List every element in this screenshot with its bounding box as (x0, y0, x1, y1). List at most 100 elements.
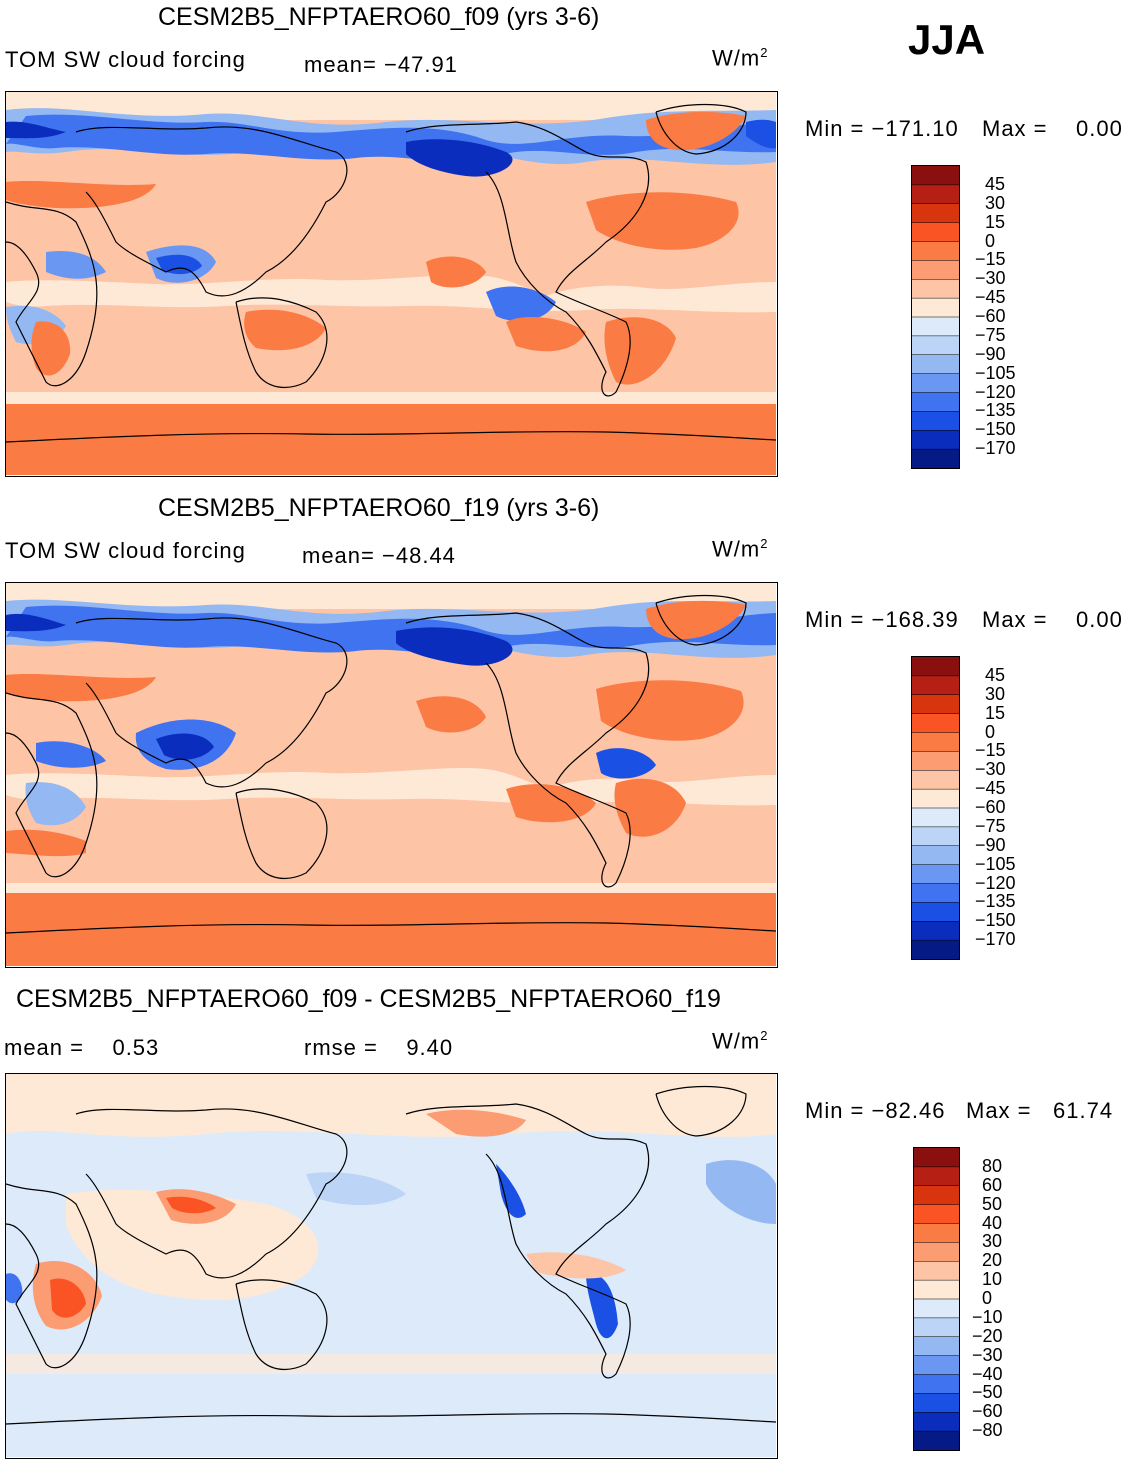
panel1-mean: mean= −47.91 (304, 52, 458, 77)
panel3-colorbar-tick-label: 30 (982, 1231, 1003, 1252)
panel1-colorbar-tick-label: −15 (975, 249, 1006, 270)
panel2-colorbar-tick-label: 30 (985, 683, 1006, 704)
panel3-mean: mean = 0.53 (4, 1035, 160, 1060)
panel2-map (5, 582, 778, 968)
panel1-colorbar-tick-label: −90 (975, 343, 1006, 364)
panel1-colorbar-swatch (912, 317, 959, 337)
season-label: JJA (908, 16, 986, 63)
panel2-colorbar-tick-label: −75 (975, 815, 1006, 836)
panel2-colorbar-swatch (912, 751, 959, 771)
panel2-colorbar-swatch (912, 845, 959, 866)
panel2-colorbar (911, 656, 960, 960)
panel3-colorbar-swatch (914, 1223, 959, 1243)
panel1-title: CESM2B5_NFPTAERO60_f09 (yrs 3-6) (158, 3, 600, 31)
panel3-map-field (6, 1074, 776, 1457)
panel3-colorbar-tick-label: −80 (972, 1420, 1003, 1441)
panel1-colorbar-tick-label: −170 (975, 438, 1016, 459)
panel3-colorbar-swatch (914, 1393, 959, 1413)
panel3-colorbar-swatch (914, 1317, 959, 1338)
panel2-max-value: 0.00 (1076, 607, 1123, 632)
panel3-colorbar-swatch (914, 1431, 959, 1451)
panel1-colorbar-swatch (912, 411, 959, 431)
panel1-max-value: 0.00 (1076, 116, 1123, 141)
panel1-colorbar-tick-label: −105 (975, 362, 1016, 383)
panel1-colorbar-swatches (912, 166, 959, 469)
panel1-colorbar-tick-label: −60 (975, 306, 1006, 326)
panel2-colorbar-swatch (912, 770, 959, 790)
panel3-colorbar-swatch (914, 1166, 959, 1187)
panel2-title: CESM2B5_NFPTAERO60_f19 (yrs 3-6) (158, 494, 600, 522)
panel3-colorbar-tick-label: 60 (982, 1174, 1003, 1195)
panel2-colorbar-swatch (912, 732, 959, 752)
panel3-units: W/m2 (712, 1028, 769, 1054)
panel1-variable-label: TOM SW cloud forcing (5, 47, 246, 72)
panel3-colorbar (913, 1147, 960, 1451)
panel3-colorbar-tick-label: −60 (972, 1401, 1003, 1422)
panel3-colorbar-swatch (914, 1204, 959, 1225)
panel3-colorbar-swatch (914, 1242, 959, 1262)
panel2-colorbar-tick-label: −15 (975, 740, 1006, 761)
panel1-colorbar-tick-label: 0 (985, 230, 996, 251)
panel3-colorbar-swatch (914, 1185, 959, 1206)
panel1-colorbar-swatch (912, 373, 959, 394)
panel3-colorbar-tick-label: −40 (972, 1363, 1003, 1384)
panel1-colorbar-tick-label: −30 (975, 268, 1006, 289)
panel3-colorbar-tick-label: 40 (982, 1212, 1003, 1233)
panel3-colorbar-swatch (914, 1148, 959, 1168)
panel1-colorbar-swatch (912, 279, 959, 299)
panel2-colorbar-swatches (912, 657, 959, 960)
panel2-colorbar-swatch (912, 675, 959, 696)
panel1-colorbar-tick-label: −120 (975, 381, 1016, 402)
panel1-colorbar-swatch (912, 449, 959, 469)
panel2-map-field (6, 583, 776, 966)
panel2-colorbar-tick-label: −135 (975, 891, 1016, 912)
panel1-colorbar-swatch (912, 241, 959, 261)
panel1-colorbar-tick-label: −135 (975, 400, 1016, 421)
panel3-map (5, 1073, 778, 1459)
panel1-colorbar (911, 165, 960, 469)
panel2-colorbar-tick-label: −45 (975, 778, 1006, 799)
panel3-colorbar-swatch (914, 1299, 959, 1319)
panel1-map (5, 91, 778, 477)
panel2-colorbar-tick-label: 0 (985, 721, 996, 742)
panel3-colorbar-tick-label: −50 (972, 1382, 1003, 1403)
panel2-colorbar-tick-label: 45 (985, 664, 1006, 685)
panel1-colorbar-tick-label: 15 (985, 211, 1006, 232)
panel1-colorbar-tick-label: −150 (975, 419, 1016, 440)
panel3-colorbar-tick-label: −20 (972, 1325, 1003, 1346)
panel2-variable-label: TOM SW cloud forcing (5, 538, 246, 563)
panel3-colorbar-swatch (914, 1374, 959, 1394)
panel1-colorbar-swatch (912, 184, 959, 205)
panel2-colorbar-swatch (912, 826, 959, 847)
panel1-colorbar-tick-label: −75 (975, 324, 1006, 345)
panel3-colorbar-tick-label: 0 (982, 1288, 993, 1308)
panel2-colorbar-swatch (912, 694, 959, 715)
panel1-colorbar-swatch (912, 430, 959, 450)
panel2-colorbar-tick-label: −120 (975, 872, 1016, 893)
panel2-colorbar-swatch (912, 883, 959, 903)
panel3-colorbar-tick-label: −10 (972, 1306, 1003, 1327)
panel2-colorbar-tick-label: −90 (975, 834, 1006, 855)
panel3-title: CESM2B5_NFPTAERO60_f09 - CESM2B5_NFPTAER… (16, 985, 721, 1013)
panel2-colorbar-swatch (912, 789, 959, 809)
panel2-colorbar-swatch (912, 713, 959, 734)
panel1-colorbar-swatch (912, 354, 959, 375)
panel1-colorbar-tick-label: 30 (985, 192, 1006, 213)
panel3-colorbar-swatch (914, 1355, 959, 1376)
panel1-colorbar-swatch (912, 298, 959, 318)
panel2-colorbar-tick-label: −170 (975, 929, 1016, 950)
panel3-colorbar-tick-label: 10 (982, 1269, 1003, 1290)
panel2-colorbar-swatch (912, 808, 959, 828)
panel1-colorbar-swatch (912, 203, 959, 224)
panel2-colorbar-swatch (912, 864, 959, 885)
panel3-colorbar-tick-label: 20 (982, 1250, 1003, 1271)
panel3-colorbar-swatch (914, 1280, 959, 1300)
panel3-colorbar-tick-label: −30 (972, 1344, 1003, 1365)
panel1-max: Max = (982, 116, 1048, 141)
panel3-max: Max = (966, 1098, 1032, 1123)
panel3-min: Min = −82.46 (805, 1098, 946, 1123)
panel3-colorbar-swatch (914, 1412, 959, 1432)
panel2-colorbar-tick-label: 15 (985, 702, 1006, 723)
panel2-mean: mean= −48.44 (302, 543, 456, 568)
panel2-colorbar-swatch (912, 657, 959, 677)
